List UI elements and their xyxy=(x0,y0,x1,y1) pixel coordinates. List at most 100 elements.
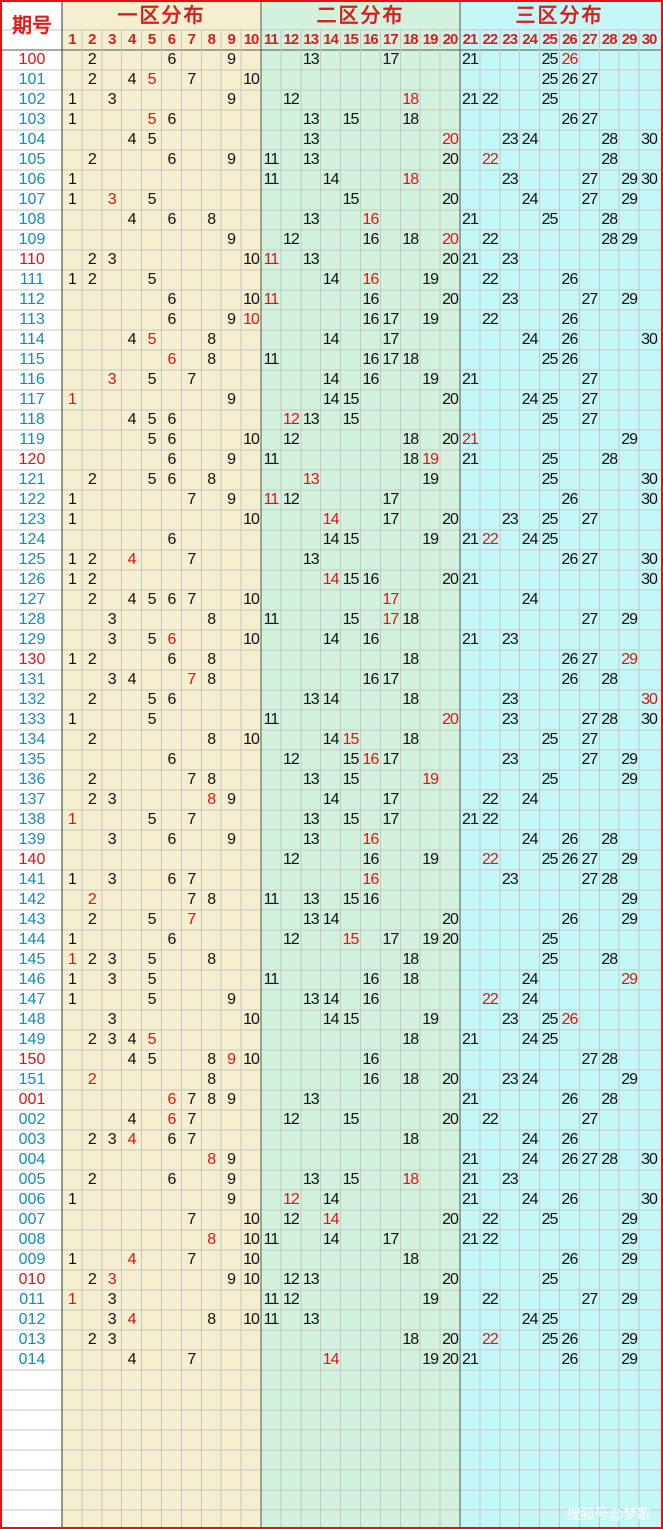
drawn-number-cell: 24 xyxy=(521,1031,539,1048)
drawn-number-cell: 21 xyxy=(462,1171,479,1188)
column-header-17: 17 xyxy=(382,31,399,48)
drawn-number-cell: 26 xyxy=(561,491,579,508)
drawn-number-cell: 26 xyxy=(561,1331,579,1348)
drawn-number-cell: 26 xyxy=(561,111,579,128)
drawn-number-cell: 8 xyxy=(207,951,216,968)
column-header-7: 7 xyxy=(187,31,196,48)
drawn-number-cell: 7 xyxy=(187,71,196,88)
drawn-number-cell: 8 xyxy=(207,731,216,748)
drawn-number-cell: 20 xyxy=(442,571,459,588)
drawn-number-cell: 10 xyxy=(243,631,260,648)
drawn-number-cell: 25 xyxy=(541,851,559,868)
drawn-number-cell: 2 xyxy=(87,911,97,928)
drawn-number-cell: 23 xyxy=(501,251,519,268)
drawn-number-cell: 20 xyxy=(442,431,459,448)
drawn-number-cell: 28 xyxy=(601,1151,618,1168)
drawn-number-cell: 19 xyxy=(422,311,439,328)
drawn-number-cell: 2 xyxy=(87,791,97,808)
drawn-number-cell: 15 xyxy=(342,611,360,628)
drawn-number-cell: 5 xyxy=(147,811,157,828)
drawn-number-cell: 23 xyxy=(501,131,519,148)
drawn-number-cell: 8 xyxy=(207,471,216,488)
period-number: 006 xyxy=(18,1191,46,1208)
drawn-number-cell: 6 xyxy=(167,651,176,668)
drawn-number-cell: 19 xyxy=(422,471,439,488)
drawn-number-cell: 18 xyxy=(402,1331,419,1348)
drawn-number-cell: 13 xyxy=(302,1171,320,1188)
drawn-number-cell: 25 xyxy=(541,1331,559,1348)
drawn-number-cell: 29 xyxy=(621,911,638,928)
drawn-number-cell: 11 xyxy=(263,451,280,468)
drawn-number-cell: 5 xyxy=(147,271,157,288)
drawn-number-cell: 4 xyxy=(127,331,137,348)
drawn-number-cell: 7 xyxy=(187,551,196,568)
drawn-number-cell: 3 xyxy=(107,971,117,988)
drawn-number-cell: 11 xyxy=(263,891,280,908)
drawn-number-cell: 14 xyxy=(322,631,340,648)
period-number: 146 xyxy=(18,971,46,988)
drawn-number-cell: 13 xyxy=(302,911,320,928)
drawn-number-cell: 18 xyxy=(402,951,419,968)
column-header-8: 8 xyxy=(207,31,216,48)
drawn-number-cell: 30 xyxy=(641,131,658,148)
drawn-number-cell: 21 xyxy=(462,371,479,388)
drawn-number-cell: 5 xyxy=(147,111,157,128)
drawn-number-cell: 21 xyxy=(462,91,479,108)
drawn-number-cell: 5 xyxy=(147,591,157,608)
drawn-number-cell: 16 xyxy=(362,571,380,588)
drawn-number-cell: 15 xyxy=(342,751,360,768)
period-number: 114 xyxy=(19,331,45,348)
drawn-number-cell: 1 xyxy=(67,951,77,968)
drawn-number-cell: 13 xyxy=(302,131,320,148)
drawn-number-cell: 16 xyxy=(362,371,380,388)
column-header-22: 22 xyxy=(482,31,498,48)
drawn-number-cell: 23 xyxy=(501,711,519,728)
period-number: 129 xyxy=(18,631,46,648)
drawn-number-cell: 8 xyxy=(207,651,216,668)
drawn-number-cell: 1 xyxy=(67,391,77,408)
drawn-number-cell: 13 xyxy=(302,891,320,908)
drawn-number-cell: 22 xyxy=(481,531,499,548)
drawn-number-cell: 2 xyxy=(87,891,97,908)
drawn-number-cell: 26 xyxy=(561,51,579,68)
drawn-number-cell: 9 xyxy=(227,491,236,508)
drawn-number-cell: 22 xyxy=(481,1231,499,1248)
drawn-number-cell: 2 xyxy=(87,271,97,288)
drawn-number-cell: 4 xyxy=(127,1311,137,1328)
drawn-number-cell: 7 xyxy=(187,871,196,888)
period-number: 108 xyxy=(18,211,46,228)
drawn-number-cell: 13 xyxy=(302,991,320,1008)
drawn-number-cell: 12 xyxy=(282,1111,300,1128)
drawn-number-cell: 25 xyxy=(541,771,559,788)
drawn-number-cell: 11 xyxy=(263,291,280,308)
drawn-number-cell: 6 xyxy=(167,431,176,448)
drawn-number-cell: 6 xyxy=(167,351,176,368)
drawn-number-cell: 20 xyxy=(442,1111,459,1128)
period-number: 127 xyxy=(18,591,46,608)
drawn-number-cell: 24 xyxy=(521,591,539,608)
column-header-20: 20 xyxy=(442,31,459,48)
period-number: 147 xyxy=(18,991,46,1008)
drawn-number-cell: 6 xyxy=(167,291,176,308)
drawn-number-cell: 17 xyxy=(382,311,399,328)
drawn-number-cell: 1 xyxy=(67,571,77,588)
drawn-number-cell: 24 xyxy=(521,991,539,1008)
drawn-number-cell: 10 xyxy=(243,511,260,528)
drawn-number-cell: 8 xyxy=(207,1151,216,1168)
drawn-number-cell: 2 xyxy=(87,1071,97,1088)
drawn-number-cell: 13 xyxy=(302,211,320,228)
drawn-number-cell: 7 xyxy=(187,371,196,388)
drawn-number-cell: 21 xyxy=(462,211,479,228)
drawn-number-cell: 18 xyxy=(402,691,419,708)
drawn-number-cell: 21 xyxy=(462,631,479,648)
drawn-number-cell: 29 xyxy=(621,231,638,248)
drawn-number-cell: 6 xyxy=(167,1171,176,1188)
drawn-number-cell: 5 xyxy=(147,131,157,148)
drawn-number-cell: 11 xyxy=(263,491,280,508)
drawn-number-cell: 5 xyxy=(147,331,157,348)
drawn-number-cell: 1 xyxy=(67,1251,77,1268)
drawn-number-cell: 5 xyxy=(147,711,157,728)
drawn-number-cell: 21 xyxy=(462,1351,479,1368)
period-number: 142 xyxy=(18,891,46,908)
